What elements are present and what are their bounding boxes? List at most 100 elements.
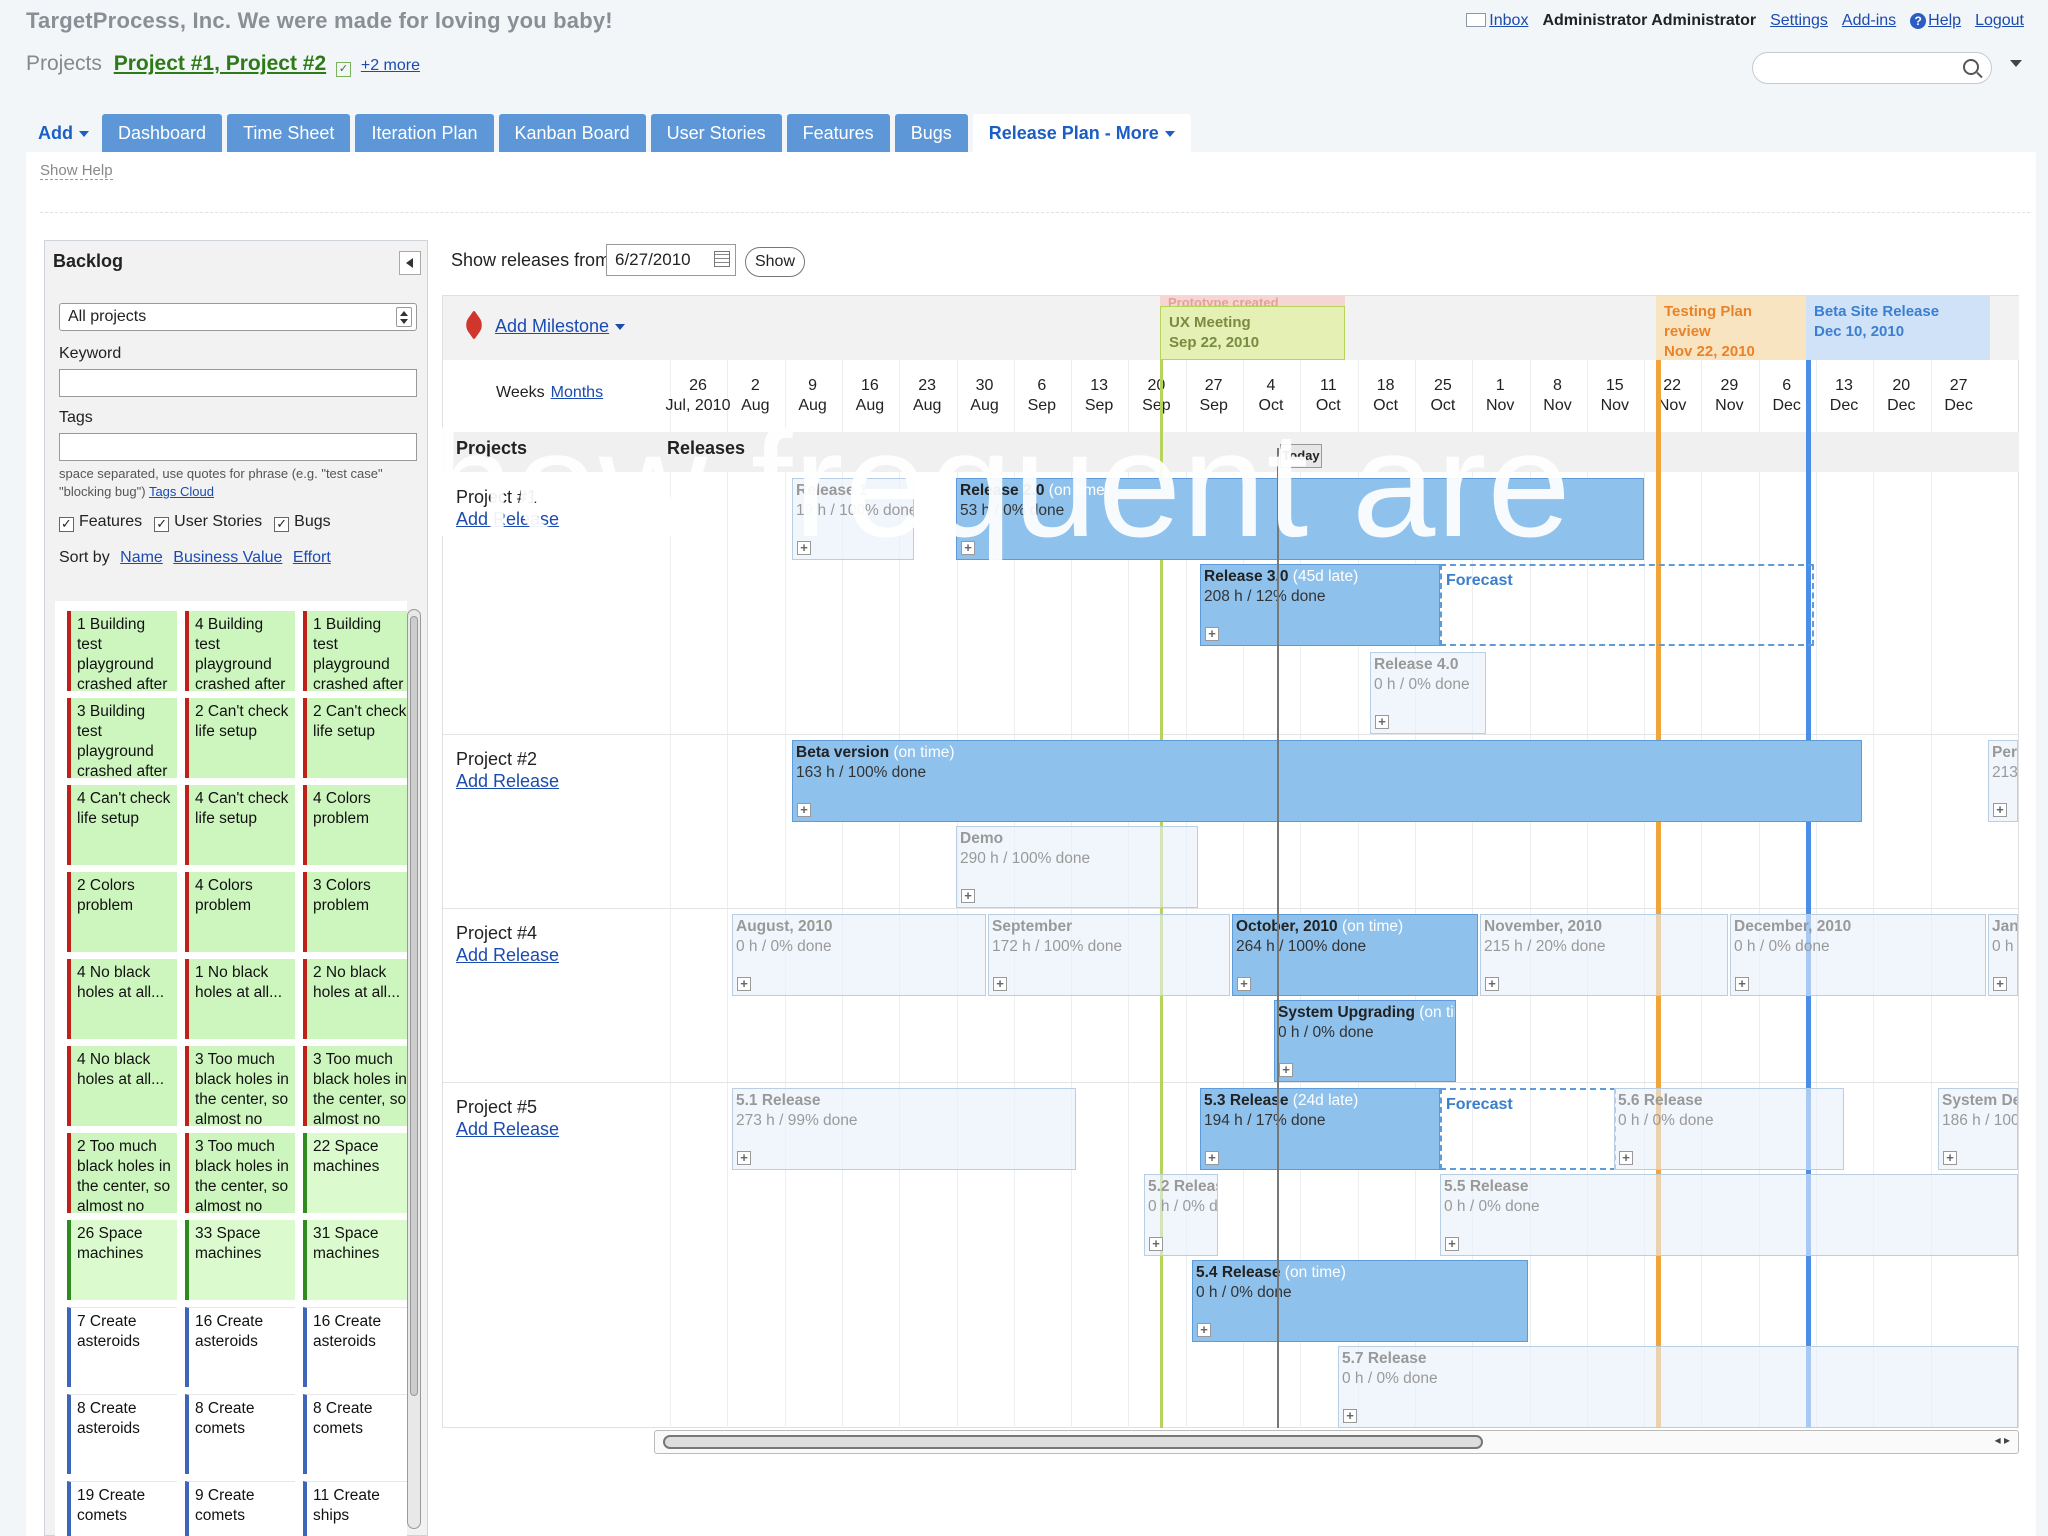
backlog-card[interactable]: 16 Create asteroids	[303, 1307, 407, 1387]
release-bar[interactable]: August, 2010 0 h / 0% done +	[732, 914, 986, 996]
plus-icon[interactable]: +	[1993, 803, 2007, 817]
backlog-card[interactable]: 3 Building test playground crashed after	[67, 698, 177, 778]
tab-features[interactable]: Features	[786, 114, 890, 152]
backlog-card[interactable]: 3 Too much black holes in the center, so…	[185, 1133, 295, 1213]
selected-projects-link[interactable]: Project #1, Project #2	[113, 52, 327, 75]
release-bar[interactable]: September 172 h / 100% done +	[988, 914, 1230, 996]
plus-icon[interactable]: +	[1149, 1237, 1163, 1251]
backlog-card[interactable]: 2 Colors problem	[67, 872, 177, 952]
plus-icon[interactable]: +	[961, 889, 975, 903]
plus-icon[interactable]: +	[1445, 1237, 1459, 1251]
collapse-panel-button[interactable]	[399, 251, 421, 275]
release-bar[interactable]: December, 2010 0 h / 0% done +	[1730, 914, 1986, 996]
release-bar[interactable]: 5.3 Release (24d late) 194 h / 17% done +	[1200, 1088, 1440, 1170]
plus-icon[interactable]: +	[797, 803, 811, 817]
backlog-card[interactable]: 4 Building test playground crashed after	[185, 611, 295, 691]
plus-icon[interactable]: +	[1735, 977, 1749, 991]
plus-icon[interactable]: +	[1619, 1151, 1633, 1165]
release-bar[interactable]: 5.1 Release 273 h / 99% done +	[732, 1088, 1076, 1170]
release-bar[interactable]: Release 3.0 (45d late) 208 h / 12% done +	[1200, 564, 1440, 646]
backlog-card[interactable]: 4 Colors problem	[185, 872, 295, 952]
backlog-card[interactable]: 1 Building test playground crashed after	[67, 611, 177, 691]
plus-icon[interactable]: +	[1375, 715, 1389, 729]
backlog-card[interactable]: 4 No black holes at all...	[67, 1046, 177, 1126]
backlog-card[interactable]: 4 Colors problem	[303, 785, 407, 865]
plus-icon[interactable]: +	[1205, 1151, 1219, 1165]
filter-user-stories[interactable]: ✓ User Stories	[154, 513, 262, 532]
months-link[interactable]: Months	[550, 384, 604, 401]
backlog-card[interactable]: 4 Can't check life setup	[67, 785, 177, 865]
backlog-card[interactable]: 3 Too much black holes in the center, so…	[303, 1046, 407, 1126]
sort-business-value-link[interactable]: Business Value	[173, 549, 283, 566]
tab-user-stories[interactable]: User Stories	[650, 114, 782, 152]
add-release-link[interactable]: Add Release	[456, 771, 560, 791]
add-menu-tab[interactable]: Add	[0, 114, 97, 152]
addins-link[interactable]: Add-ins	[1841, 12, 1897, 29]
tab-release-plan[interactable]: Release Plan - More	[972, 114, 1191, 152]
project-filter-select[interactable]: All projects	[59, 303, 417, 331]
tab-bugs[interactable]: Bugs	[894, 114, 968, 152]
backlog-card[interactable]: 7 Create asteroids	[67, 1307, 177, 1387]
backlog-card[interactable]: 2 Can't check life setup	[303, 698, 407, 778]
checkbox-icon[interactable]: ✓	[59, 517, 74, 532]
timeline-scrollbar[interactable]: ◂ ▸	[654, 1430, 2019, 1454]
backlog-card[interactable]: 33 Space machines	[185, 1220, 295, 1300]
search-icon[interactable]	[1963, 59, 1979, 75]
plus-icon[interactable]: +	[1205, 627, 1219, 641]
release-bar[interactable]: 5.2 Release 0 h / 0% d+	[1144, 1174, 1218, 1256]
more-projects-link[interactable]: +2 more	[360, 57, 420, 74]
release-bar[interactable]: Release 4.0 0 h / 0% done +	[1370, 652, 1486, 734]
search-options-chevron-icon[interactable]	[2010, 60, 2022, 67]
plus-icon[interactable]: +	[737, 977, 751, 991]
tab-time-sheet[interactable]: Time Sheet	[227, 114, 351, 152]
plus-icon[interactable]: +	[993, 977, 1007, 991]
plus-icon[interactable]: +	[1279, 1063, 1293, 1077]
add-release-link[interactable]: Add Release	[456, 1119, 560, 1139]
release-bar[interactable]: Release 2.0 (on time) 53 h / 0% done +	[956, 478, 1644, 560]
tab-kanban-board[interactable]: Kanban Board	[498, 114, 646, 152]
backlog-card[interactable]: 26 Space machines	[67, 1220, 177, 1300]
release-bar[interactable]: Demo 290 h / 100% done +	[956, 826, 1198, 908]
add-milestone-link[interactable]: Add Milestone	[495, 316, 610, 336]
plus-icon[interactable]: +	[961, 541, 975, 555]
release-bar[interactable]: 5.6 Release 0 h / 0% done +	[1614, 1088, 1844, 1170]
show-button[interactable]: Show	[745, 247, 805, 277]
checkbox-icon[interactable]: ✓	[154, 517, 170, 532]
release-bar[interactable]: November, 2010 215 h / 20% done +	[1480, 914, 1728, 996]
backlog-card[interactable]: 16 Create asteroids	[185, 1307, 295, 1387]
backlog-card[interactable]: 2 No black holes at all...	[303, 959, 407, 1039]
backlog-card[interactable]: 8 Create asteroids	[67, 1394, 177, 1474]
show-help-link[interactable]: Show Help	[40, 162, 113, 180]
release-bar[interactable]: Release 1 19 h / 100% done +	[792, 478, 914, 560]
search-input[interactable]	[1752, 52, 1992, 84]
keyword-input[interactable]	[59, 369, 417, 397]
milestone[interactable]: UX Meeting Sep 22, 2010	[1160, 306, 1345, 360]
backlog-card[interactable]: 31 Space machines	[303, 1220, 407, 1300]
add-release-link[interactable]: Add Release	[456, 509, 560, 529]
backlog-card[interactable]: 2 Too much black holes in the center, so…	[67, 1133, 177, 1213]
plus-icon[interactable]: +	[1197, 1323, 1211, 1337]
plus-icon[interactable]: +	[1237, 977, 1251, 991]
filter-features[interactable]: ✓ Features	[59, 513, 142, 532]
scrollbar-thumb[interactable]	[663, 1435, 1483, 1449]
backlog-card[interactable]: 3 Colors problem	[303, 872, 407, 952]
release-bar[interactable]: 5.5 Release 0 h / 0% done +	[1440, 1174, 2018, 1256]
plus-icon[interactable]: +	[797, 541, 811, 555]
backlog-card[interactable]: 1 No black holes at all...	[185, 959, 295, 1039]
backlog-card[interactable]: 2 Can't check life setup	[185, 698, 295, 778]
tab-iteration-plan[interactable]: Iteration Plan	[355, 114, 494, 152]
backlog-card[interactable]: 22 Space machines	[303, 1133, 407, 1213]
tab-dashboard[interactable]: Dashboard	[102, 114, 223, 152]
backlog-card[interactable]: 19 Create comets	[67, 1481, 177, 1536]
backlog-card[interactable]: 3 Too much black holes in the center, so…	[185, 1046, 295, 1126]
release-bar[interactable]: October, 2010 (on time) 264 h / 100% done…	[1232, 914, 1478, 996]
scroll-arrows-icon[interactable]: ◂ ▸	[1994, 1433, 2010, 1447]
help-link[interactable]: Help	[1928, 12, 1962, 29]
sort-effort-link[interactable]: Effort	[292, 549, 331, 566]
add-release-link[interactable]: Add Release	[456, 945, 560, 965]
inbox-link[interactable]: Inbox	[1489, 12, 1529, 29]
project-dropdown-icon[interactable]: ✓	[336, 62, 351, 77]
tags-input[interactable]	[59, 433, 417, 461]
logout-link[interactable]: Logout	[1975, 12, 2024, 29]
release-bar[interactable]: Beta version (on time) 163 h / 100% done +	[792, 740, 1862, 822]
